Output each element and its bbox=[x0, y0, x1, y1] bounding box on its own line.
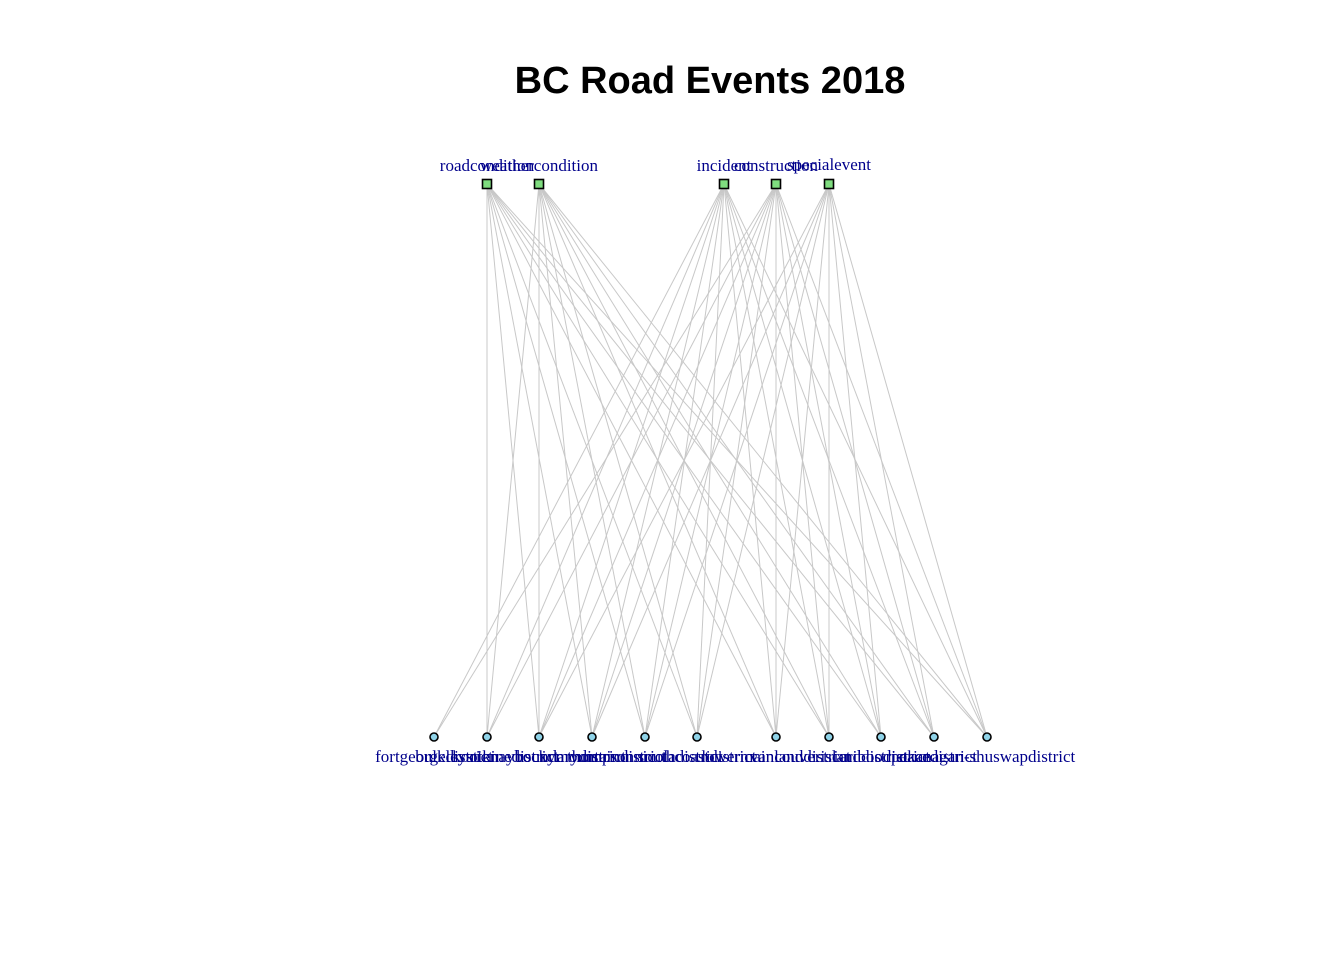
event-type-label-roadcondition: roadcondition bbox=[440, 156, 535, 175]
district-node-peacedistrict bbox=[929, 732, 939, 742]
edge-weathercondition-thompsonnicoladistrict bbox=[538, 183, 646, 738]
district-node-bulkleystikinedistrict bbox=[482, 732, 492, 742]
district-node-cariboodistrict bbox=[876, 732, 886, 742]
district-label-okanagan-shuswapdistrict: okanagan-shuswapdistrict bbox=[899, 747, 1076, 766]
event-type-label-construction: construction bbox=[734, 156, 819, 175]
edge-specialevent-lowermainlanddistrict bbox=[775, 183, 830, 738]
event-type-node-construction bbox=[770, 178, 782, 190]
event-type-node-specialevent bbox=[823, 178, 835, 190]
edge-weathercondition-rockymountaindistrict bbox=[538, 183, 593, 738]
district-node-fortgeorgedistrict bbox=[429, 732, 439, 742]
district-label-vancouverislanddistrict: vancouverislanddistrict bbox=[750, 747, 909, 766]
edge-specialevent-cariboodistrict bbox=[828, 183, 882, 738]
edge-construction-fortgeorgedistrict bbox=[433, 183, 777, 738]
event-type-node-incident bbox=[718, 178, 730, 190]
event-type-node-roadcondition bbox=[481, 178, 493, 190]
edge-weathercondition-southcoastdistrict bbox=[538, 183, 698, 738]
event-type-label-weathercondition: weathercondition bbox=[480, 156, 599, 175]
diagram-title: BC Road Events 2018 bbox=[515, 60, 906, 102]
edge-group bbox=[433, 183, 988, 738]
district-label-lowermainlanddistrict: lowermainlanddistrict bbox=[701, 747, 850, 766]
edge-construction-kootenayboundarydistrict bbox=[538, 183, 777, 738]
district-label-rockymountaindistrict: rockymountaindistrict bbox=[517, 747, 667, 766]
district-node-lowermainlanddistrict bbox=[771, 732, 781, 742]
district-label-kootenayboundarydistrict: kootenayboundarydistrict bbox=[452, 747, 626, 766]
edge-specialevent-thompsonnicoladistrict bbox=[644, 183, 830, 738]
district-label-thompsonnicoladistrict: thompsonnicoladistrict bbox=[567, 747, 723, 766]
edge-specialevent-rockymountaindistrict bbox=[591, 183, 830, 738]
district-node-rockymountaindistrict bbox=[587, 732, 597, 742]
district-node-southcoastdistrict bbox=[692, 732, 702, 742]
district-node-vancouverislanddistrict bbox=[824, 732, 834, 742]
district-label-southcoastdistrict: southcoastdistrict bbox=[638, 747, 757, 766]
district-node-okanagan-shuswapdistrict bbox=[982, 732, 992, 742]
edge-specialevent-okanagan-shuswapdistrict bbox=[828, 183, 988, 738]
edge-incident-lowermainlanddistrict bbox=[723, 183, 777, 738]
event-type-label-specialevent: specialevent bbox=[787, 155, 871, 174]
district-label-fortgeorgedistrict: fortgeorgedistrict bbox=[375, 747, 493, 766]
district-node-thompsonnicoladistrict bbox=[640, 732, 650, 742]
district-label-bulkleystikinedistrict: bulkleystikinedistrict bbox=[415, 747, 559, 766]
edge-weathercondition-bulkleystikinedistrict bbox=[486, 183, 540, 738]
edge-specialevent-southcoastdistrict bbox=[696, 183, 830, 738]
edge-specialevent-kootenayboundarydistrict bbox=[538, 183, 830, 738]
district-node-kootenayboundarydistrict bbox=[534, 732, 544, 742]
district-label-cariboodistrict: cariboodistrict bbox=[832, 747, 930, 766]
event-type-label-incident: incident bbox=[697, 156, 752, 175]
district-label-peacedistrict: peacedistrict bbox=[891, 747, 977, 766]
event-type-node-weathercondition bbox=[533, 178, 545, 190]
edge-specialevent-peacedistrict bbox=[828, 183, 935, 738]
node-group bbox=[429, 178, 992, 742]
edge-construction-bulkleystikinedistrict bbox=[486, 183, 777, 738]
edge-incident-fortgeorgedistrict bbox=[433, 183, 725, 738]
